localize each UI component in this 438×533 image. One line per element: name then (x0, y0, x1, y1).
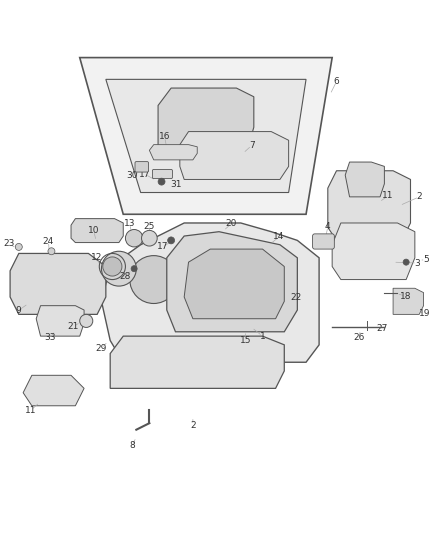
Polygon shape (71, 219, 123, 243)
Text: 1: 1 (260, 332, 265, 341)
Circle shape (141, 230, 157, 246)
Polygon shape (106, 79, 306, 192)
FancyBboxPatch shape (313, 234, 334, 249)
Text: 30: 30 (126, 172, 138, 181)
Text: 27: 27 (377, 324, 388, 333)
Text: 10: 10 (88, 227, 99, 235)
Text: 2: 2 (417, 192, 422, 201)
Text: 18: 18 (399, 292, 411, 301)
Text: 17: 17 (157, 243, 168, 252)
Text: 22: 22 (291, 293, 302, 302)
Circle shape (168, 237, 175, 244)
Polygon shape (80, 58, 332, 214)
Text: 5: 5 (423, 255, 429, 264)
Text: 11: 11 (25, 406, 37, 415)
Text: 26: 26 (353, 333, 365, 342)
Text: 25: 25 (144, 222, 155, 231)
Text: 24: 24 (43, 237, 54, 246)
Polygon shape (180, 132, 289, 180)
Circle shape (103, 257, 122, 276)
Text: 14: 14 (273, 232, 285, 241)
Polygon shape (149, 144, 197, 160)
Polygon shape (23, 375, 84, 406)
Circle shape (125, 230, 143, 247)
Polygon shape (36, 305, 84, 336)
Circle shape (48, 248, 55, 255)
Circle shape (131, 265, 137, 272)
Text: 4: 4 (325, 222, 331, 231)
Text: 16: 16 (159, 132, 170, 141)
Circle shape (15, 244, 22, 251)
Text: 21: 21 (67, 322, 79, 331)
Circle shape (158, 178, 165, 185)
Text: 13: 13 (124, 220, 135, 228)
Text: 12: 12 (92, 253, 103, 262)
Text: 29: 29 (96, 344, 107, 353)
Text: 15: 15 (240, 336, 252, 345)
Text: 33: 33 (44, 333, 56, 342)
Text: 23: 23 (4, 239, 15, 248)
Text: 8: 8 (129, 441, 135, 450)
Polygon shape (332, 223, 415, 279)
FancyBboxPatch shape (152, 169, 173, 179)
Text: 9: 9 (15, 306, 21, 316)
Text: 17: 17 (139, 169, 151, 179)
Text: 3: 3 (414, 259, 420, 268)
Polygon shape (167, 232, 297, 332)
Text: 7: 7 (249, 141, 254, 150)
Text: 11: 11 (382, 191, 394, 200)
Text: 2: 2 (190, 421, 196, 430)
Text: 31: 31 (170, 180, 182, 189)
Text: 19: 19 (419, 309, 430, 318)
Text: 20: 20 (226, 220, 237, 228)
FancyBboxPatch shape (135, 161, 148, 172)
Polygon shape (158, 88, 254, 158)
Circle shape (102, 251, 136, 286)
Polygon shape (184, 249, 284, 319)
Polygon shape (10, 254, 106, 314)
Polygon shape (393, 288, 424, 314)
Polygon shape (328, 171, 410, 240)
Circle shape (403, 259, 409, 265)
Circle shape (80, 314, 93, 327)
Text: 28: 28 (120, 272, 131, 280)
Polygon shape (110, 336, 284, 389)
Circle shape (130, 256, 178, 303)
Polygon shape (345, 162, 385, 197)
Text: 6: 6 (334, 77, 339, 86)
Polygon shape (102, 223, 319, 362)
